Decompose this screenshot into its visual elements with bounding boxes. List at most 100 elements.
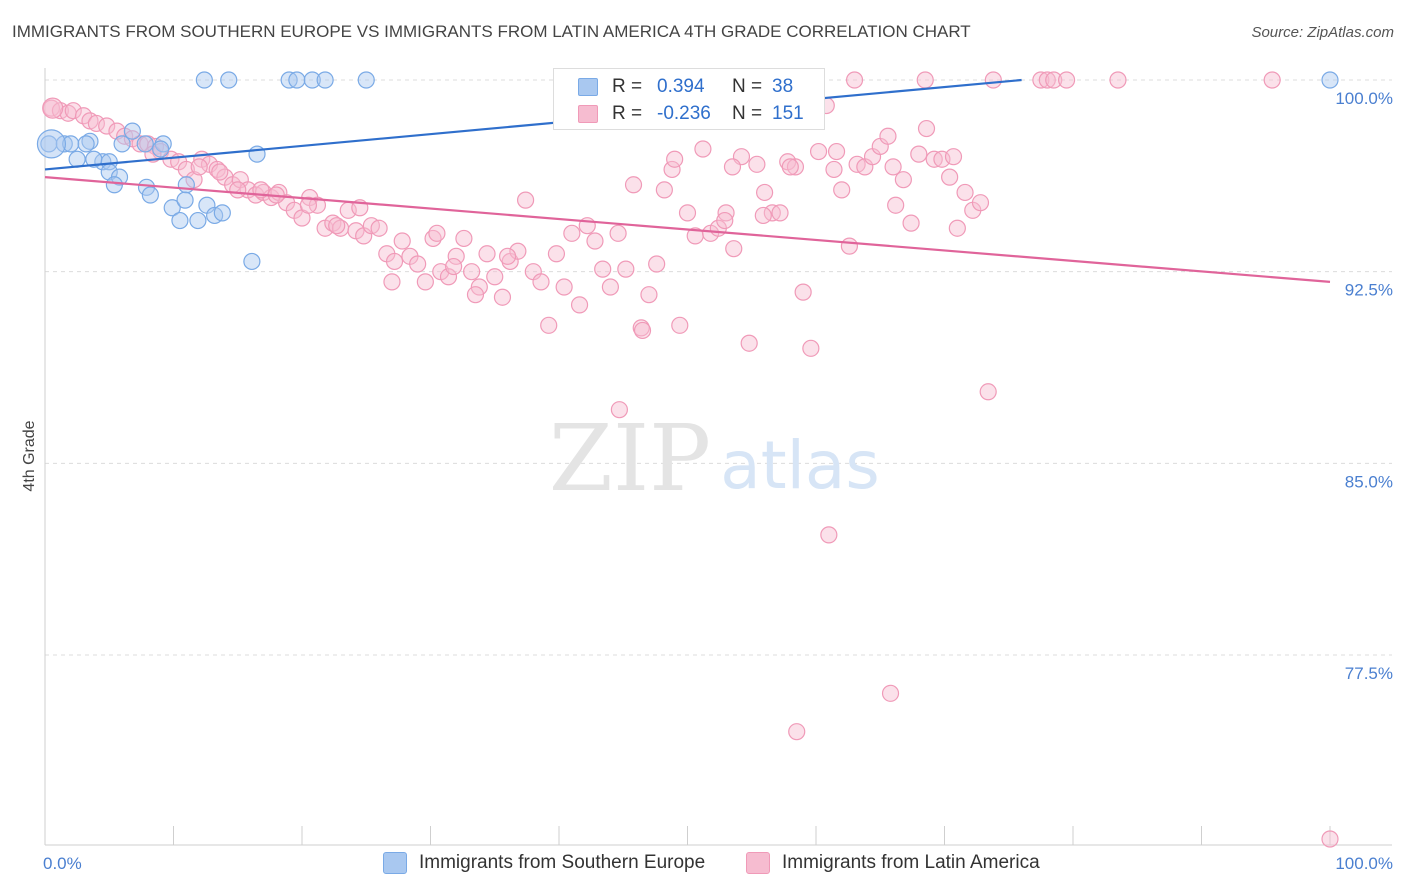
data-point	[328, 217, 346, 235]
data-point	[105, 176, 123, 194]
data-point	[748, 155, 766, 173]
chart-title: IMMIGRANTS FROM SOUTHERN EUROPE VS IMMIG…	[12, 22, 971, 41]
data-point	[984, 71, 1002, 89]
data-point	[570, 296, 589, 314]
data-point	[211, 163, 229, 181]
data-point	[123, 122, 141, 140]
data-point	[385, 252, 404, 271]
data-point	[357, 71, 375, 89]
data-point	[609, 224, 627, 242]
data-point	[884, 158, 902, 176]
axis-ticks	[44, 826, 1331, 845]
y-tick-label: 85.0%	[1345, 472, 1393, 491]
data-point	[740, 334, 758, 352]
data-point	[466, 286, 485, 304]
data-point	[881, 684, 900, 702]
stats-row-blue: R = 0.394 N = 38	[554, 73, 824, 99]
data-point	[944, 148, 963, 166]
data-point	[666, 150, 684, 168]
data-point	[68, 150, 86, 168]
data-point	[136, 135, 154, 153]
n-value-blue: 38	[772, 76, 794, 97]
data-point	[755, 183, 774, 202]
data-point	[516, 191, 535, 209]
data-point	[894, 171, 912, 189]
y-tick-label: 100.0%	[1335, 89, 1393, 108]
data-point	[916, 71, 934, 89]
data-point	[555, 278, 573, 296]
data-point	[229, 181, 247, 199]
data-point	[303, 71, 321, 89]
data-point	[563, 224, 581, 242]
data-point	[540, 316, 558, 334]
data-point	[152, 140, 170, 158]
y-axis-label: 4th Grade	[21, 420, 38, 491]
data-point	[213, 204, 231, 222]
data-point	[439, 268, 458, 286]
trend-line-latin-america	[44, 176, 1331, 283]
data-point	[447, 247, 465, 265]
data-point	[171, 211, 189, 230]
data-point	[1263, 71, 1281, 89]
legend-swatch-blue	[383, 852, 407, 874]
legend-item-southern-europe[interactable]: Immigrants from Southern Europe	[383, 852, 705, 874]
data-point	[948, 219, 966, 237]
data-point	[786, 158, 805, 176]
data-point	[486, 268, 504, 286]
data-point	[694, 140, 712, 158]
data-point	[288, 71, 306, 89]
data-point	[887, 196, 905, 214]
axis-labels: 100.0% 92.5% 85.0% 77.5% 0.0% 100.0% 4th Grade	[21, 89, 1393, 873]
data-point	[98, 117, 116, 135]
data-point	[189, 211, 207, 230]
x-tick-label: 0.0%	[43, 854, 82, 873]
data-point	[547, 245, 566, 263]
trend-line-southern-europe	[44, 78, 1022, 171]
legend: Immigrants from Southern Europe Immigran…	[0, 852, 1406, 878]
data-point	[725, 240, 743, 258]
legend-item-latin-america[interactable]: Immigrants from Latin America	[746, 852, 1040, 874]
data-point	[299, 196, 318, 214]
data-point	[416, 273, 434, 291]
data-point	[499, 247, 517, 265]
data-point	[594, 260, 612, 278]
data-point	[532, 273, 550, 291]
axes	[44, 68, 1392, 846]
data-point	[917, 119, 936, 138]
data-point	[845, 71, 864, 89]
data-point	[393, 232, 411, 250]
data-point	[308, 196, 327, 214]
data-point	[493, 288, 512, 306]
r-value-pink: -0.236	[657, 103, 711, 124]
stats-row-pink: R = -0.236 N = 151	[554, 100, 824, 126]
data-point	[586, 232, 604, 250]
data-point	[820, 526, 838, 544]
n-value-pink: 151	[772, 103, 804, 124]
data-point	[716, 211, 734, 230]
data-point	[316, 71, 334, 89]
data-point	[177, 176, 195, 194]
data-point	[833, 181, 851, 199]
data-point	[113, 135, 131, 153]
watermark: ZIP atlas	[549, 405, 880, 512]
r-label: R =	[612, 103, 643, 124]
data-point	[42, 97, 64, 119]
data-point	[617, 260, 635, 278]
data-point	[163, 199, 181, 217]
data-point	[802, 339, 820, 357]
watermark-zip: ZIP	[549, 405, 711, 512]
data-point	[1321, 71, 1339, 89]
data-point	[1045, 71, 1063, 89]
y-tick-label: 92.5%	[1345, 281, 1393, 300]
data-point	[640, 286, 658, 304]
data-point	[723, 158, 742, 176]
data-point	[879, 127, 897, 145]
data-point	[671, 316, 689, 334]
data-point	[1109, 71, 1127, 89]
stats-swatch-blue	[578, 78, 598, 96]
data-point	[971, 194, 990, 212]
stats-box: R = 0.394 N = 38 R = -0.236 N = 151	[553, 68, 825, 130]
data-point	[979, 383, 997, 401]
data-point	[827, 142, 846, 161]
watermark-atlas: atlas	[720, 427, 880, 504]
